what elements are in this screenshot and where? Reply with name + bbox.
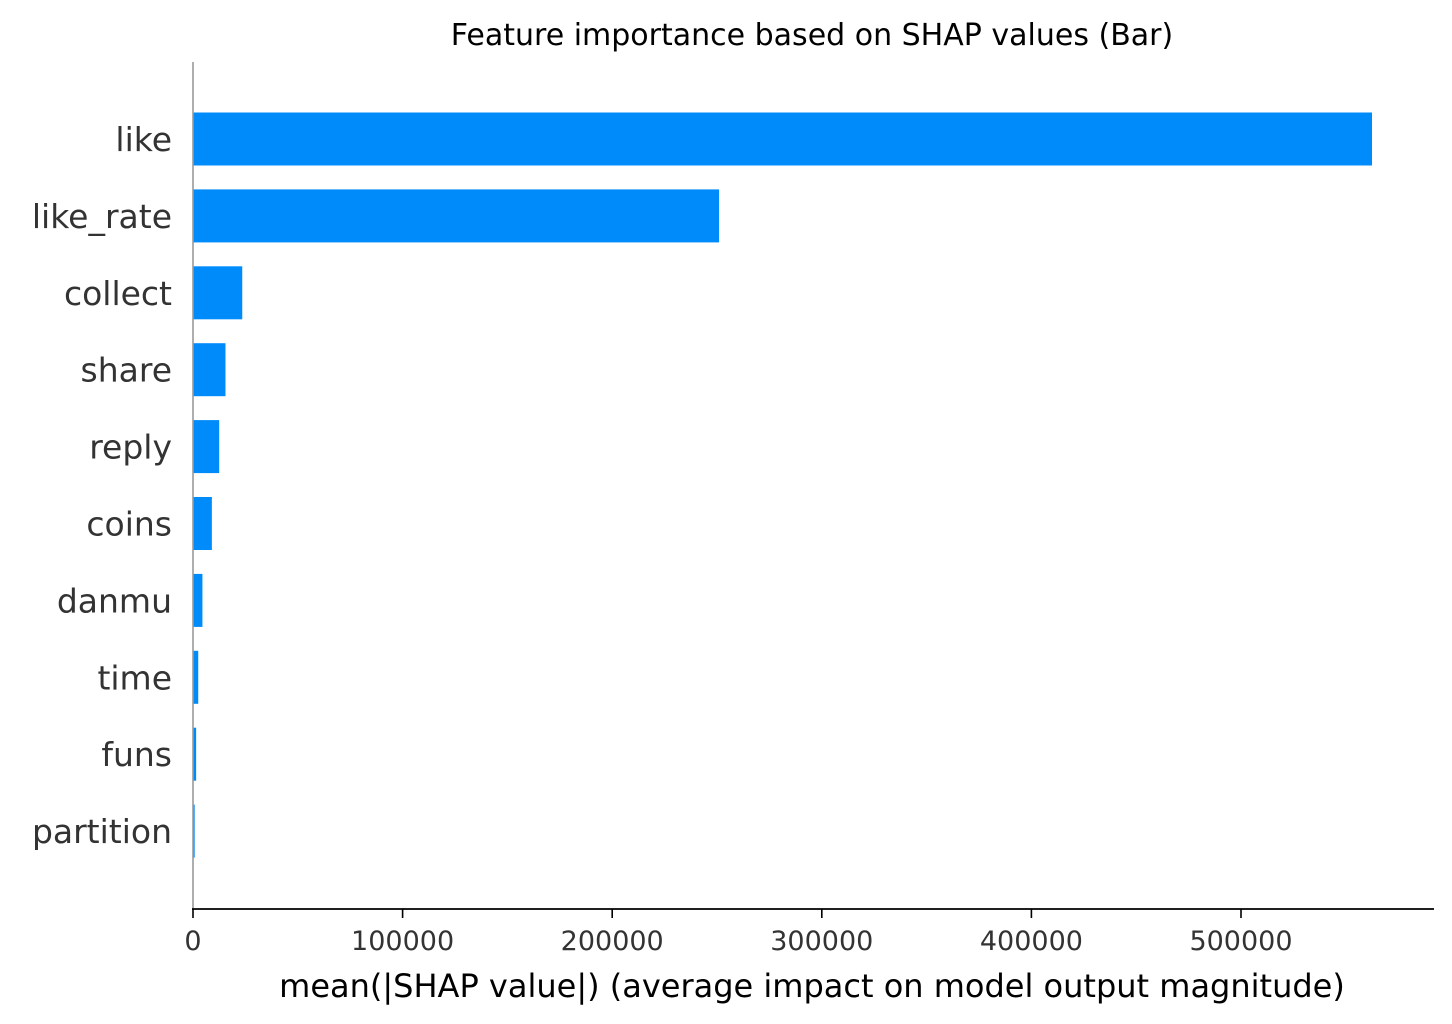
category-label-time: time — [97, 658, 172, 697]
x-tick-label: 300000 — [770, 926, 873, 957]
category-label-reply: reply — [89, 428, 172, 467]
bar-danmu — [193, 573, 203, 627]
category-label-danmu: danmu — [57, 581, 172, 620]
bar-time — [193, 650, 199, 704]
bars-group — [193, 112, 1372, 858]
x-tick-label: 100000 — [351, 926, 454, 957]
bar-reply — [193, 420, 220, 474]
category-label-collect: collect — [64, 274, 172, 313]
category-label-coins: coins — [86, 505, 172, 544]
bar-share — [193, 343, 226, 397]
bar-partition — [193, 804, 195, 858]
x-tick-label: 400000 — [980, 926, 1083, 957]
category-label-share: share — [81, 351, 172, 390]
bar-coins — [193, 497, 212, 550]
bar-funs — [193, 727, 197, 781]
bar-like-rate — [193, 189, 720, 243]
category-label-partition: partition — [32, 812, 172, 851]
category-label-like: like — [115, 120, 172, 159]
category-label-like-rate: like_rate — [32, 197, 172, 236]
category-label-funs: funs — [101, 735, 172, 774]
chart-title: Feature importance based on SHAP values … — [451, 18, 1173, 53]
x-axis-label: mean(|SHAP value|) (average impact on mo… — [279, 967, 1345, 1005]
x-tick-label: 200000 — [561, 926, 664, 957]
bar-like — [193, 112, 1372, 166]
x-tick-label: 0 — [184, 926, 201, 957]
x-tick-label: 500000 — [1189, 926, 1292, 957]
x-ticks: 0 100000 200000 300000 400000 500000 — [184, 909, 1293, 957]
bar-collect — [193, 266, 243, 320]
